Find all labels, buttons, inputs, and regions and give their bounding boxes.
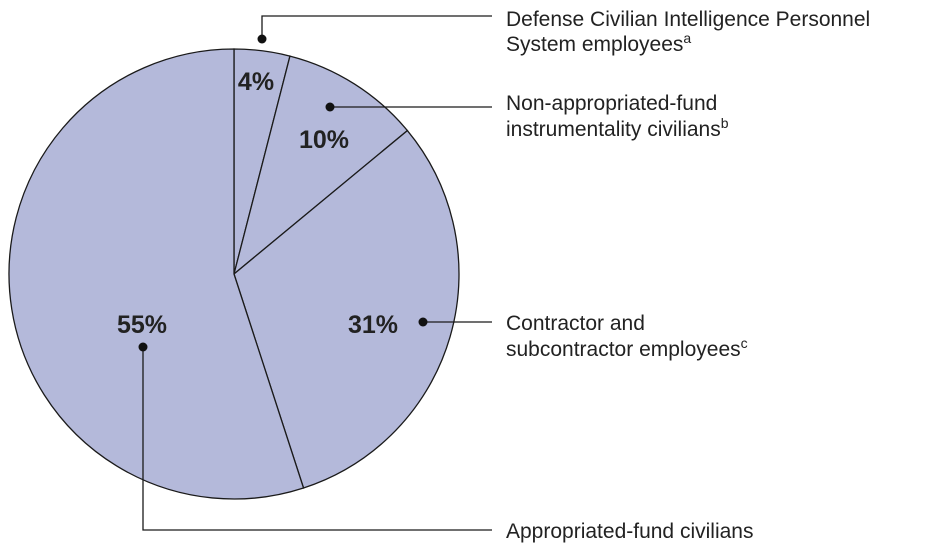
legend-label-dcips-line2: System employeesa (506, 30, 691, 56)
leader-line-appropriated (142, 347, 492, 531)
pct-label-appropriated: 55% (117, 311, 167, 339)
legend-label-nafi-line2: instrumentality civiliansb (506, 115, 729, 141)
legend-label-appropriated: Appropriated-fund civilians (506, 520, 753, 543)
legend-label-contractor-line2: subcontractor employeesc (506, 335, 748, 361)
leader-dot-appropriated (138, 342, 148, 352)
footnote-marker-a: a (683, 30, 691, 46)
legend-label-nafi-line1: Non-appropriated-fund (506, 92, 717, 115)
pie-slice-contractor (233, 129, 460, 489)
pct-label-dcips: 4% (238, 68, 274, 96)
legend-label-dcips-line1: Defense Civilian Intelligence Personnel (506, 8, 870, 31)
pie-slices (8, 48, 460, 500)
pie-slice-nafi (232, 55, 409, 276)
footnote-marker-c: c (741, 335, 748, 351)
pct-label-contractor: 31% (348, 311, 398, 339)
leader-line-dcips (261, 15, 492, 39)
leader-dot-dcips (257, 34, 267, 44)
legend-label-contractor-line1: Contractor and (506, 312, 645, 335)
footnote-marker-b: b (721, 115, 729, 131)
pie-slice-appropriated (8, 48, 305, 500)
leader-dot-nafi (325, 102, 335, 112)
pct-label-nafi: 10% (299, 126, 349, 154)
legend-label-contractor-text: subcontractor employees (506, 338, 741, 361)
legend-label-dcips-text: System employees (506, 33, 683, 56)
leader-dot-contractor (418, 317, 428, 327)
legend-label-nafi-text: instrumentality civilians (506, 118, 721, 141)
